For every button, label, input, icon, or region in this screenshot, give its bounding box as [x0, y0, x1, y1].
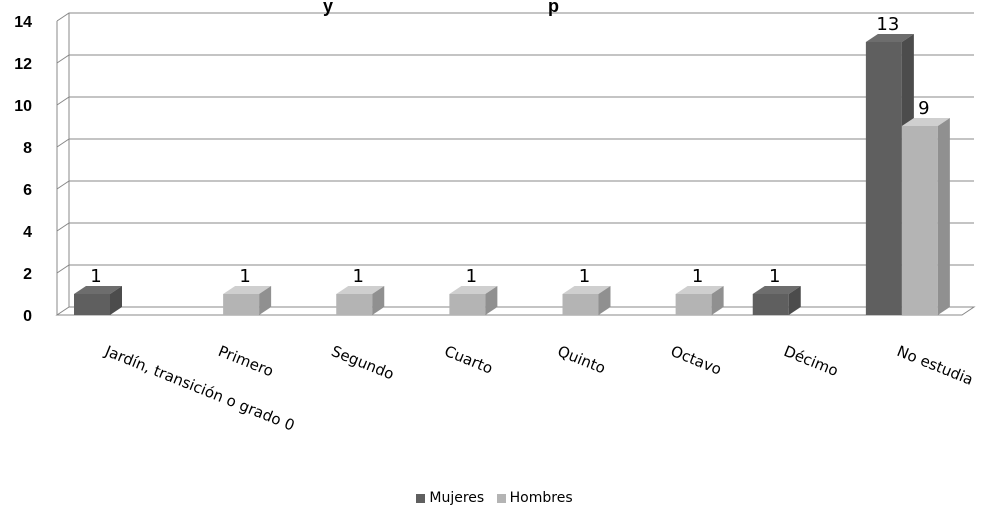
bar-top: [752, 286, 801, 294]
gridline: [56, 264, 974, 274]
data-label: 1: [239, 266, 250, 287]
bar-hombres: [562, 286, 611, 315]
gridlines: [56, 12, 974, 274]
bars: [74, 34, 950, 315]
gridline: [56, 96, 974, 106]
bar-front: [675, 294, 712, 315]
legend-item-mujeres: Mujeres: [416, 490, 484, 506]
y-tick-label: 4: [23, 224, 32, 241]
y-tick-label: 14: [14, 14, 32, 31]
x-tick-label: Primero: [216, 342, 277, 380]
data-label: 1: [466, 266, 477, 287]
y-tick-label: 8: [23, 140, 32, 157]
bar-side: [711, 286, 724, 315]
bar-top: [901, 118, 950, 126]
bar-front: [223, 294, 260, 315]
bar-side: [110, 286, 122, 315]
bar-top: [336, 286, 385, 294]
bar-side: [598, 286, 611, 315]
y-tick-label: 10: [14, 98, 32, 115]
gridline: [56, 138, 974, 148]
x-tick-label: Octavo: [668, 342, 724, 379]
gridline: [56, 222, 974, 232]
bar-side: [259, 286, 272, 315]
bar-front: [336, 294, 373, 315]
x-tick-label: Décimo: [781, 342, 841, 380]
gridline: [56, 54, 974, 64]
bar-side: [372, 286, 385, 315]
bar-mujeres: [752, 286, 801, 315]
data-label: 13: [876, 14, 899, 35]
data-label: 1: [769, 266, 780, 287]
y-tick-label: 2: [23, 266, 32, 283]
x-tick-label: Quinto: [555, 342, 608, 377]
bar-mujeres: [74, 286, 122, 315]
bar-front: [74, 294, 110, 315]
legend-label-mujeres: Mujeres: [429, 490, 485, 506]
title-fragment-2: p: [548, 0, 559, 16]
bar-top: [74, 286, 122, 294]
data-label: 1: [579, 266, 590, 287]
bar-hombres: [901, 118, 950, 315]
title-fragment-1: y: [323, 0, 333, 16]
legend: Mujeres Hombres: [0, 490, 989, 507]
legend-swatch-hombres: [496, 493, 506, 503]
chart-floor: [55, 306, 976, 316]
bar-front: [562, 294, 599, 315]
x-tick-label: Segundo: [329, 342, 397, 383]
legend-item-hombres: Hombres: [496, 490, 573, 506]
bar-front: [901, 126, 938, 315]
bar-front: [865, 42, 902, 315]
bar-front: [752, 294, 789, 315]
bar-side: [485, 286, 498, 315]
bar-side: [937, 118, 950, 315]
y-tick-label: 0: [23, 308, 32, 325]
bar-hombres: [336, 286, 385, 315]
data-label: 9: [918, 98, 929, 119]
data-labels: 1 1 1 1 1 1 1 13 9: [90, 14, 929, 287]
bar-top: [562, 286, 611, 294]
bar-side: [788, 286, 801, 315]
y-tick-label: 6: [23, 182, 32, 199]
data-label: 1: [692, 266, 703, 287]
bar-hombres: [675, 286, 724, 315]
y-tick-label: 12: [14, 56, 32, 73]
legend-label-hombres: Hombres: [509, 490, 573, 506]
data-label: 1: [90, 266, 101, 287]
bar-top: [449, 286, 498, 294]
x-tick-label: No estudia: [894, 342, 975, 389]
chart-walls: [55, 13, 976, 316]
bar-hombres: [223, 286, 272, 315]
x-tick-label: Jardín, transición o grado 0: [102, 342, 298, 435]
bar-hombres: [449, 286, 498, 315]
legend-swatch-mujeres: [416, 493, 426, 503]
gridline: [56, 180, 974, 190]
y-axis-ticks: 0 2 4 6 8 10 12 14: [14, 14, 32, 325]
bar-top: [675, 286, 724, 294]
gridline: [56, 12, 974, 22]
data-label: 1: [353, 266, 364, 287]
bar-top: [865, 34, 914, 42]
bar-top: [223, 286, 272, 294]
x-tick-label: Cuarto: [442, 342, 495, 378]
bar-front: [449, 294, 486, 315]
